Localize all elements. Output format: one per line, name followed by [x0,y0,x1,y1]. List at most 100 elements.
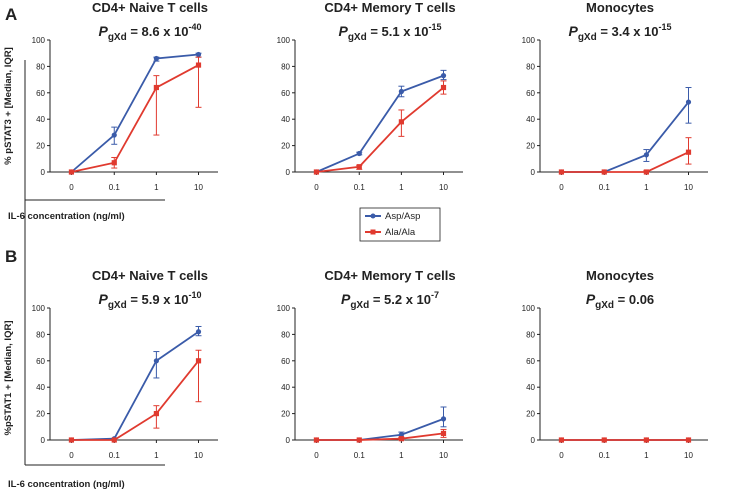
y-tick-label: 100 [277,36,291,45]
x-tick-label: 10 [684,183,693,192]
x-tick-label: 0 [559,451,564,460]
data-point-asp [398,88,404,95]
y-tick-label: 100 [522,36,536,45]
x-tick-label: 1 [644,183,649,192]
y-tick-label: 0 [41,436,46,445]
y-tick-label: 40 [281,383,290,392]
chart-panel: Monocytes PgXd = 0.06 0 20 40 60 80 100 0 0.1 1 10 [522,268,708,460]
chart-panel: CD4+ Memory T cells PgXd = 5.2 x 10-7 0 20 4… [277,268,463,460]
p-value: PgXd = 3.4 x 10-15 [568,22,671,43]
y-tick-label: 20 [281,410,290,419]
legend-asp-marker [370,213,376,219]
data-point-ala [356,164,362,170]
p-value: PgXd = 0.06 [586,291,654,311]
data-point-asp [111,132,117,138]
y-tick-label: 60 [281,357,290,366]
panel-title: CD4+ Naive T cells [92,268,208,283]
p-value-text: = 8.6 x 10 [127,24,189,39]
x-tick-label: 10 [194,451,203,460]
p-value-prefix: P [568,23,578,39]
y-tick-label: 0 [531,168,536,177]
p-value-text: = 5.9 x 10 [127,292,189,307]
p-value-subscript: gXd [108,300,127,311]
x-tick-label: 1 [154,451,159,460]
p-value-exponent: -7 [431,290,439,300]
series-line-ala [316,86,445,173]
p-value-text: = 0.06 [614,292,654,307]
panel-title: CD4+ Memory T cells [324,0,455,15]
p-value-exponent: -15 [659,22,672,32]
data-point-ala [68,169,75,175]
data-point-ala [685,149,692,155]
p-value-text: = 3.4 x 10 [597,24,659,39]
p-value: PgXd = 5.1 x 10-15 [338,22,441,43]
y-tick-label: 100 [32,36,46,45]
panel-title: Monocytes [586,0,654,15]
y-tick-label: 80 [36,62,45,71]
legend: Asp/Asp Ala/Ala [359,207,441,242]
data-point-ala [558,169,565,175]
x-tick-label: 0 [69,451,74,460]
y-tick-label: 80 [281,330,290,339]
data-point-asp [153,55,159,62]
p-value-subscript: gXd [595,300,614,311]
series-line-asp [316,74,444,173]
data-point-ala [313,169,320,175]
x-tick-label: 0 [559,183,564,192]
data-point-ala [195,358,202,364]
x-tick-label: 0.1 [354,451,366,460]
x-axis-label-a: IL-6 concentration (ng/ml) [8,211,125,222]
data-point-ala [313,437,320,443]
data-point-ala [356,437,362,443]
y-tick-label: 20 [36,142,45,151]
x-tick-label: 0.1 [599,183,611,192]
y-tick-label: 40 [526,115,535,124]
data-point-ala [153,84,159,91]
y-tick-label: 20 [281,142,290,151]
chart-panel: CD4+ Naive T cells PgXd = 5.9 x 10-10 0 20 4… [32,268,218,460]
data-point-ala [398,436,404,442]
row-letter-a: A [5,5,17,24]
data-point-ala [398,119,404,125]
y-axis-label-stat3: % pSTAT3 + [Median, IQR] [3,47,14,165]
panel-title: CD4+ Naive T cells [92,0,208,15]
series-line-ala [71,64,199,173]
p-value-prefix: P [586,291,596,307]
p-value-prefix: P [98,291,108,307]
p-value-text: = 5.1 x 10 [367,24,429,39]
data-point-ala [558,437,565,443]
x-tick-label: 0 [69,183,74,192]
y-tick-label: 0 [286,168,291,177]
x-tick-label: 10 [439,451,448,460]
data-point-ala [643,437,649,443]
y-tick-label: 80 [281,62,290,71]
p-value-subscript: gXd [350,300,369,311]
data-point-asp [440,73,447,79]
y-tick-label: 40 [36,115,45,124]
y-tick-label: 0 [286,436,291,445]
p-value: PgXd = 5.9 x 10-10 [98,290,201,311]
x-tick-label: 1 [399,183,404,192]
data-point-ala [643,169,649,175]
data-point-ala [111,437,117,443]
row-letter-b: B [5,247,17,266]
y-tick-label: 100 [522,304,536,313]
y-tick-label: 40 [526,383,535,392]
panel-title: Monocytes [586,268,654,283]
series-line-ala [316,432,444,441]
x-tick-label: 10 [684,451,693,460]
y-tick-label: 20 [526,410,535,419]
y-tick-label: 60 [281,89,290,98]
data-point-ala [68,437,75,443]
x-tick-label: 1 [154,183,159,192]
y-tick-label: 60 [36,89,45,98]
y-tick-label: 60 [526,89,535,98]
y-tick-label: 40 [281,115,290,124]
legend-ala-label: Ala/Ala [385,227,416,238]
data-point-ala [111,160,117,166]
x-tick-label: 10 [194,183,203,192]
p-value-exponent: -10 [189,290,202,300]
chart-panel: CD4+ Memory T cells PgXd = 5.1 x 10-15 0 20… [277,0,463,192]
data-point-asp [685,99,692,105]
y-tick-label: 40 [36,383,45,392]
